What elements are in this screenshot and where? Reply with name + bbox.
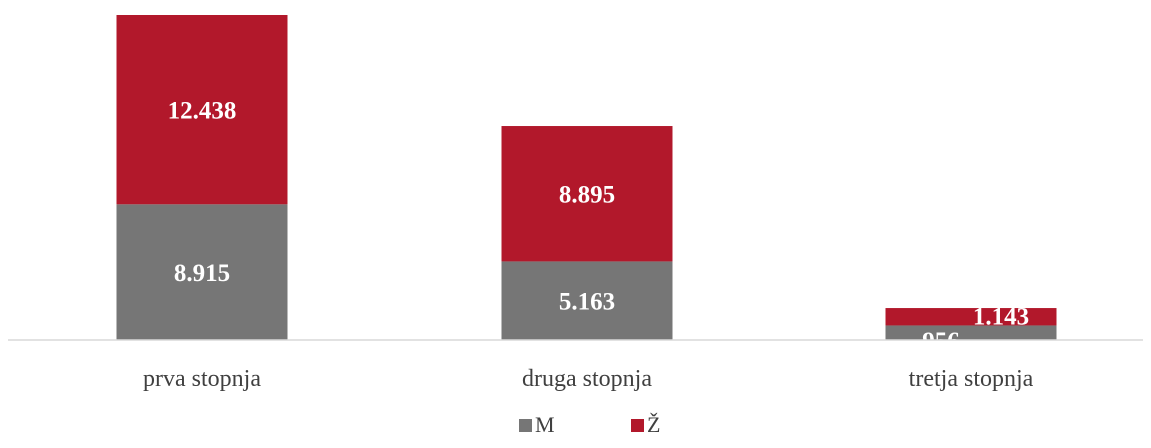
legend-swatch-z [631, 419, 644, 432]
x-tick-label-druga-stopnja: druga stopnja [522, 366, 652, 392]
bar-prva-stopnja-z [116, 15, 288, 205]
x-tick-label-prva-stopnja: prva stopnja [143, 366, 261, 392]
data-label-tretja-stopnja-z: 1.143 [973, 303, 1029, 330]
legend-label-m: M [535, 412, 555, 437]
bar-druga-stopnja-m [501, 261, 673, 340]
legend-label-z: Ž [647, 412, 660, 437]
x-tick-label-tretja-stopnja: tretja stopnja [909, 366, 1034, 392]
bars-layer [116, 15, 1057, 340]
bar-tretja-stopnja-z [885, 308, 1057, 326]
data-label-prva-stopnja-z: 12.438 [168, 98, 237, 125]
value-labels-layer: 8.915 12.438 5.163 8.895 956 1.143 [168, 98, 1030, 355]
data-label-prva-stopnja-m: 8.915 [174, 260, 230, 287]
bar-druga-stopnja-z [501, 126, 673, 262]
legend-swatch-m [519, 419, 532, 432]
data-label-druga-stopnja-m: 5.163 [559, 289, 615, 316]
bar-tretja-stopnja-m [885, 325, 1057, 340]
bar-prva-stopnja-m [116, 204, 288, 340]
data-label-tretja-stopnja-m: 956 [922, 328, 960, 355]
data-label-druga-stopnja-z: 8.895 [559, 182, 615, 209]
category-labels-layer: prva stopnja druga stopnja tretja stopnja [143, 366, 1034, 392]
